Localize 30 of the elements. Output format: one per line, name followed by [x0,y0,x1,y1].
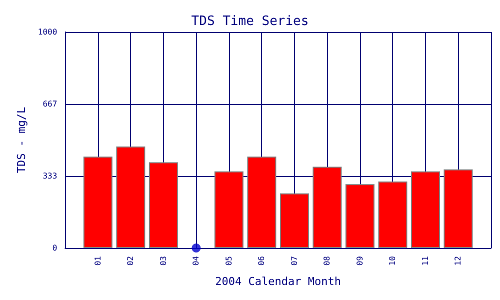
bar [247,156,276,248]
x-tick-label: 07 [290,256,299,266]
chart-title: TDS Time Series [191,14,309,29]
bar [345,184,374,248]
bar [444,169,473,248]
x-tick-label: 09 [355,256,364,266]
x-tick-label: 06 [257,256,266,266]
y-axis-title: TDS - mg/L [15,106,28,174]
y-tick-label: 0 [52,244,58,252]
x-tick-label: 01 [93,256,102,266]
y-tick-label: 333 [42,172,58,181]
x-tick-label: 04 [192,256,201,266]
bar [312,166,342,248]
bar [148,162,178,248]
x-tick-label: 12 [454,256,463,266]
bar [378,181,408,248]
x-axis-title: 2004 Calendar Month [215,275,342,288]
x-tick-label: 11 [420,256,430,266]
y-tick-label: 667 [42,99,58,108]
x-tick-label: 10 [388,256,398,266]
bar [214,171,244,248]
y-tick-label: 1000 [38,28,58,36]
x-tick-label: 03 [158,256,168,266]
bar [83,156,112,248]
bar [280,193,309,248]
bar [410,171,440,248]
x-tick-label: 08 [322,256,332,266]
x-tick-label: 05 [224,256,234,266]
bar [116,146,146,248]
x-tick-label: 02 [126,256,136,266]
